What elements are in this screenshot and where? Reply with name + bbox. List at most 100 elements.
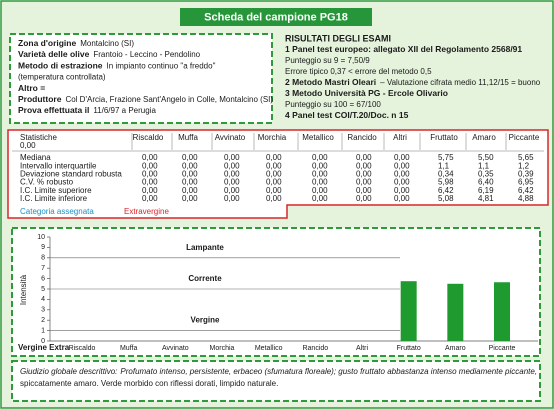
footer-text: Profumato intenso, persistente, erbaceo … <box>120 367 537 376</box>
cell: 0,00 <box>224 170 240 179</box>
bar <box>400 281 417 341</box>
y-tick-label: 2 <box>41 317 45 324</box>
cell: 0,00 <box>312 194 328 203</box>
cell: 0,00 <box>142 186 158 195</box>
cell: 6,95 <box>518 178 534 187</box>
y-tick-label: 1 <box>41 327 45 334</box>
results-line: 3 Metodo Università PG - Ercole Olivario <box>285 88 448 98</box>
sample-line: Zona d'origine Montalcino (SI) <box>18 38 134 48</box>
cell: 0,00 <box>394 153 410 162</box>
table-corner: Statistiche <box>20 133 57 142</box>
table-box <box>7 129 549 219</box>
cell: 0,00 <box>312 161 328 170</box>
cell: 0,00 <box>182 186 198 195</box>
cell: 0,00 <box>142 178 158 187</box>
cell: 0,00 <box>266 161 282 170</box>
y-tick-label: 3 <box>41 307 45 314</box>
sample-line-label: Prova effettuata il <box>18 105 89 115</box>
table-corner: 0,00 <box>20 141 36 150</box>
cell: 0,00 <box>356 153 372 162</box>
row-label: C.V. % robusto <box>20 178 74 187</box>
cell: 0,00 <box>182 161 198 170</box>
column-header: Altri <box>393 133 407 142</box>
sample-line-label: Produttore <box>18 94 62 104</box>
column-header: Avvinato <box>215 133 246 142</box>
sample-line-value: Col D'Arcia, Frazione Sant'Angelo in Col… <box>65 95 273 104</box>
y-tick-label: 7 <box>41 265 45 272</box>
sample-line-value: Frantoio - Leccino - Pendolino <box>93 50 200 59</box>
cell: 0,00 <box>312 186 328 195</box>
cell: 1,1 <box>478 161 490 170</box>
results-line-value: Punteggio su 9 = 7,50/9 <box>285 56 370 65</box>
cell: 6,40 <box>478 178 494 187</box>
cell: 0,39 <box>518 170 534 179</box>
y-tick-label: 8 <box>41 255 45 262</box>
cell: 0,00 <box>182 170 198 179</box>
column-header: Amaro <box>472 133 496 142</box>
row-label: Mediana <box>20 153 51 162</box>
cell: 4,88 <box>518 194 534 203</box>
x-tick-label: Morchia <box>210 345 235 352</box>
results-line: 1 Panel test europeo: allegato XII del R… <box>285 44 522 54</box>
bar <box>447 283 464 341</box>
column-header: Fruttato <box>430 133 458 142</box>
cell: 1,1 <box>438 161 450 170</box>
cell: 0,00 <box>312 153 328 162</box>
cell: 0,00 <box>182 178 198 187</box>
zone-label: Vergine <box>191 316 220 325</box>
column-header: Morchia <box>258 133 287 142</box>
cell: 5,65 <box>518 153 534 162</box>
cell: 5,98 <box>438 178 454 187</box>
cell: 0,00 <box>356 170 372 179</box>
column-header: Metallico <box>302 133 334 142</box>
cell: 0,00 <box>182 194 198 203</box>
footer-line: Giudizio globale descrittivo: Profumato i… <box>20 367 537 376</box>
cell: 0,00 <box>142 170 158 179</box>
cell: 0,00 <box>224 194 240 203</box>
x-tick-label: Avvinato <box>162 345 189 352</box>
cell: 0,00 <box>312 170 328 179</box>
y-tick-label: 10 <box>37 234 45 241</box>
results-line: Punteggio su 9 = 7,50/9 <box>285 56 370 65</box>
category-value: Extravergine <box>124 207 169 216</box>
cell: 0,00 <box>142 161 158 170</box>
cell: 0,00 <box>266 194 282 203</box>
category-label: Categoria assegnata <box>20 207 94 216</box>
sample-box <box>9 33 273 124</box>
sample-line: Prova effettuata il 11/6/97 a Perugia <box>18 105 156 115</box>
results-line-label: 4 Panel test COI/T.20/Doc. n 15 <box>285 110 409 120</box>
cell: 5,50 <box>478 153 494 162</box>
zone-label: Corrente <box>188 274 222 283</box>
sample-line-label: Metodo di estrazione <box>18 61 103 71</box>
footer-box <box>11 360 541 402</box>
cell: 5,08 <box>438 194 454 203</box>
title-banner <box>180 8 372 26</box>
title: Scheda del campione PG18 <box>204 11 348 23</box>
cell: 0,00 <box>266 153 282 162</box>
zone-label: Lampante <box>186 243 224 252</box>
sample-line-value: 11/6/97 a Perugia <box>93 106 156 115</box>
cell: 0,00 <box>224 186 240 195</box>
sample-line: Altro = <box>18 83 45 93</box>
cell: 0,00 <box>356 178 372 187</box>
results-line-value: Errore tipico 0,37 < errore del metodo 0… <box>285 67 432 76</box>
cell: 0,00 <box>142 153 158 162</box>
bar <box>494 282 510 341</box>
sample-line-value: (temperatura controllata) <box>18 73 106 82</box>
cell: 0,00 <box>224 153 240 162</box>
y-tick-label: 9 <box>41 244 45 251</box>
results-line: Errore tipico 0,37 < errore del metodo 0… <box>285 67 432 76</box>
cell: 6,19 <box>478 186 494 195</box>
column-header: Rancido <box>347 133 377 142</box>
x-tick-label: Riscaldo <box>69 345 96 352</box>
cell: 0,00 <box>312 178 328 187</box>
row-label: Intervallo interquartile <box>20 161 97 170</box>
results-line-label: 3 Metodo Università PG - Ercole Olivario <box>285 88 448 98</box>
sample-line-value: In impianto continuo "a freddo" <box>107 62 216 71</box>
row-label: I.C. Limite inferiore <box>20 194 88 203</box>
cell: 0,00 <box>182 153 198 162</box>
sample-line-label: Altro = <box>18 83 45 93</box>
cell: 6,42 <box>438 186 454 195</box>
x-tick-label: Altri <box>356 345 369 352</box>
